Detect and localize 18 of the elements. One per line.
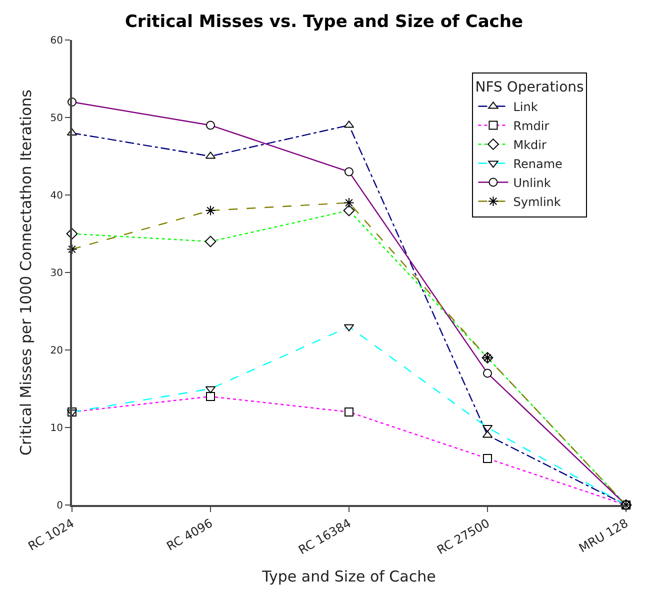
y-tick-label: 30 — [50, 268, 63, 279]
y-tick-label: 10 — [50, 423, 63, 434]
x-tick-label: MRU 128 — [576, 516, 630, 556]
legend-label: Rename — [513, 156, 562, 171]
chart-title: Critical Misses vs. Type and Size of Cache — [124, 12, 524, 32]
x-axis-title: Type and Size of Cache — [261, 568, 436, 586]
y-tick-label: 50 — [50, 113, 63, 124]
legend-label: Unlink — [513, 176, 551, 190]
y-tick-label: 40 — [50, 190, 63, 202]
y-tick-label: 20 — [50, 346, 63, 356]
legend-label: Symlink — [513, 194, 561, 209]
legend-label: Rmdir — [513, 118, 550, 133]
legend-label: Link — [513, 100, 538, 114]
y-axis-title: Critical Misses per 1000 Connectathon Iterations — [17, 89, 36, 456]
legend-title: NFS Operations — [475, 80, 584, 96]
legend-label: Mkdir — [513, 138, 546, 152]
y-tick-label: 60 — [50, 36, 63, 46]
y-tick-label: 0 — [56, 500, 63, 512]
